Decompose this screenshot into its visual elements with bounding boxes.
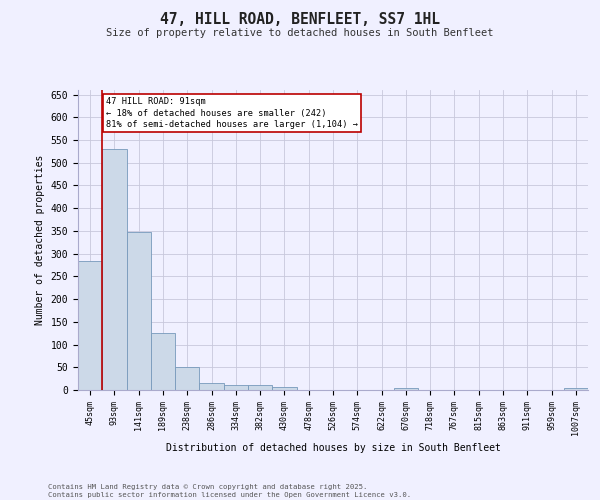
Bar [151, 333, 175, 390]
Text: Size of property relative to detached houses in South Benfleet: Size of property relative to detached ho… [106, 28, 494, 38]
Bar [224, 385, 248, 390]
Bar [127, 232, 151, 390]
Bar [564, 388, 588, 390]
Text: 47, HILL ROAD, BENFLEET, SS7 1HL: 47, HILL ROAD, BENFLEET, SS7 1HL [160, 12, 440, 28]
Bar [248, 385, 272, 390]
Text: Contains HM Land Registry data © Crown copyright and database right 2025.
Contai: Contains HM Land Registry data © Crown c… [48, 484, 411, 498]
Bar [272, 388, 296, 390]
Y-axis label: Number of detached properties: Number of detached properties [35, 155, 45, 325]
Text: 47 HILL ROAD: 91sqm
← 18% of detached houses are smaller (242)
81% of semi-detac: 47 HILL ROAD: 91sqm ← 18% of detached ho… [106, 97, 358, 130]
Bar [199, 382, 224, 390]
Bar [394, 388, 418, 390]
Bar [102, 149, 127, 390]
X-axis label: Distribution of detached houses by size in South Benfleet: Distribution of detached houses by size … [166, 443, 500, 453]
Bar [78, 262, 102, 390]
Bar [175, 368, 199, 390]
